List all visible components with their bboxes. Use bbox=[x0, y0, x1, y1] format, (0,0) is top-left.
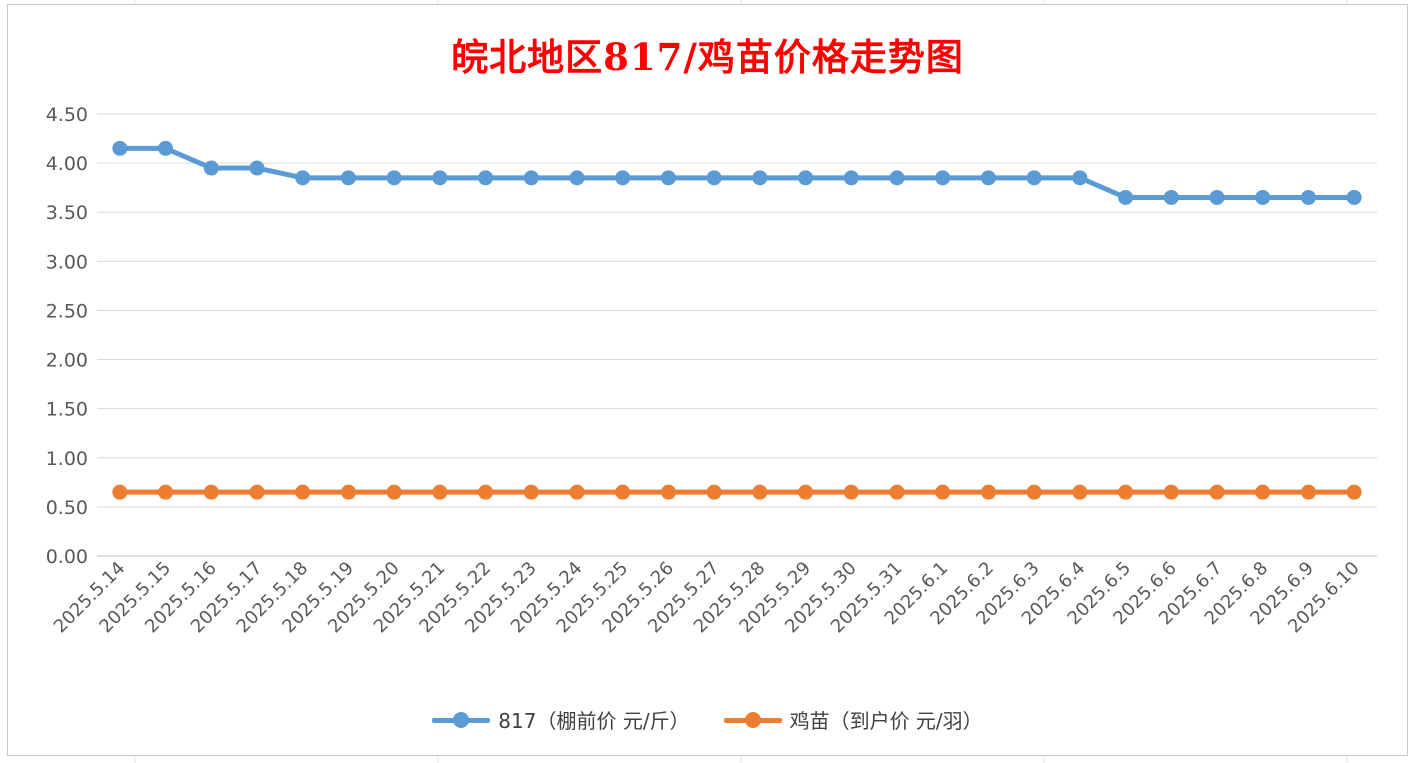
data-point-series0 bbox=[706, 170, 722, 186]
data-point-series1 bbox=[569, 484, 585, 500]
data-point-series1 bbox=[432, 484, 448, 500]
data-point-series0 bbox=[935, 170, 951, 186]
data-point-series0 bbox=[1300, 189, 1316, 205]
legend-swatch-817 bbox=[432, 711, 491, 728]
series-line-0 bbox=[117, 145, 1357, 200]
data-point-series1 bbox=[1346, 484, 1362, 500]
data-point-series0 bbox=[295, 170, 311, 186]
data-point-series1 bbox=[203, 484, 219, 500]
data-point-series0 bbox=[615, 170, 631, 186]
legend-label-chick: 鸡苗（到户价 元/羽） bbox=[789, 709, 983, 733]
data-point-series0 bbox=[158, 140, 174, 156]
y-tick-label: 1.50 bbox=[46, 399, 88, 421]
data-point-series1 bbox=[1026, 484, 1042, 500]
data-point-series0 bbox=[1118, 189, 1134, 205]
chart-area[interactable]: 皖北地区817/鸡苗价格走势图 4.50 4.00 3.50 3.00 2.50 2.00… bbox=[7, 4, 1408, 756]
y-tick-label: 2.50 bbox=[46, 300, 88, 322]
data-point-series1 bbox=[1300, 484, 1316, 500]
data-point-series0 bbox=[660, 170, 676, 186]
data-point-series1 bbox=[295, 484, 311, 500]
data-point-series1 bbox=[249, 484, 265, 500]
data-point-series1 bbox=[935, 484, 951, 500]
data-point-series1 bbox=[478, 484, 494, 500]
y-tick-label: 0.00 bbox=[46, 546, 88, 568]
y-tick-label: 1.00 bbox=[46, 448, 88, 470]
legend-label-817: 817（棚前价 元/斤） bbox=[498, 709, 690, 733]
data-point-series0 bbox=[1163, 189, 1179, 205]
data-point-series1 bbox=[752, 484, 768, 500]
legend-item-chick[interactable]: 鸡苗（到户价 元/羽） bbox=[723, 705, 983, 734]
data-point-series0 bbox=[1346, 189, 1362, 205]
data-point-series1 bbox=[706, 484, 722, 500]
data-point-series1 bbox=[1209, 484, 1225, 500]
line-chart: 4.50 4.00 3.50 3.00 2.50 2.00 1.50 1.00 0.50 0.00… bbox=[46, 104, 1377, 638]
data-point-series0 bbox=[249, 160, 265, 176]
data-point-series0 bbox=[1026, 170, 1042, 186]
data-point-series0 bbox=[478, 170, 494, 186]
legend-item-817[interactable]: 817（棚前价 元/斤） bbox=[432, 705, 690, 734]
data-point-series1 bbox=[158, 484, 174, 500]
data-point-series0 bbox=[889, 170, 905, 186]
data-point-series0 bbox=[1209, 189, 1225, 205]
data-point-series0 bbox=[112, 140, 128, 156]
data-point-series0 bbox=[843, 170, 859, 186]
y-tick-label: 2.00 bbox=[46, 350, 88, 372]
data-point-series1 bbox=[340, 484, 356, 500]
y-tick-label: 3.50 bbox=[46, 202, 88, 224]
data-point-series1 bbox=[1118, 484, 1134, 500]
y-tick-label: 3.00 bbox=[46, 251, 88, 273]
legend-swatch-chick bbox=[723, 711, 782, 728]
legend-dot-chick bbox=[744, 711, 761, 728]
data-point-series0 bbox=[980, 170, 996, 186]
data-point-series1 bbox=[660, 484, 676, 500]
chart-legend: 817（棚前价 元/斤） 鸡苗（到户价 元/羽） bbox=[8, 705, 1407, 734]
data-point-series0 bbox=[523, 170, 539, 186]
horizontal-gridlines bbox=[97, 113, 1377, 557]
data-point-series0 bbox=[569, 170, 585, 186]
data-point-series1 bbox=[112, 484, 128, 500]
data-point-series1 bbox=[1163, 484, 1179, 500]
data-point-series1 bbox=[615, 484, 631, 500]
data-point-series0 bbox=[798, 170, 814, 186]
data-point-series0 bbox=[752, 170, 768, 186]
data-point-series1 bbox=[798, 484, 814, 500]
chart-title: 皖北地区817/鸡苗价格走势图 bbox=[451, 35, 964, 79]
data-point-series1 bbox=[523, 484, 539, 500]
data-point-series1 bbox=[1072, 484, 1088, 500]
data-point-series0 bbox=[386, 170, 402, 186]
y-axis-tick-labels: 4.50 4.00 3.50 3.00 2.50 2.00 1.50 1.00 0.50 0.00 bbox=[46, 104, 88, 568]
data-point-series0 bbox=[1255, 189, 1271, 205]
data-point-series1 bbox=[889, 484, 905, 500]
data-point-series0 bbox=[203, 160, 219, 176]
data-point-series1 bbox=[980, 484, 996, 500]
data-point-series0 bbox=[1072, 170, 1088, 186]
data-point-series0 bbox=[340, 170, 356, 186]
data-point-series1 bbox=[1255, 484, 1271, 500]
data-point-series0 bbox=[432, 170, 448, 186]
legend-dot-817 bbox=[453, 711, 470, 728]
y-tick-label: 0.50 bbox=[46, 497, 88, 519]
series-layer bbox=[112, 140, 1362, 500]
data-point-series1 bbox=[843, 484, 859, 500]
data-point-series1 bbox=[386, 484, 402, 500]
y-tick-label: 4.00 bbox=[46, 153, 88, 175]
y-tick-label: 4.50 bbox=[46, 104, 88, 126]
x-axis-tick-labels: 2025.5.142025.5.152025.5.162025.5.172025… bbox=[50, 558, 1364, 638]
